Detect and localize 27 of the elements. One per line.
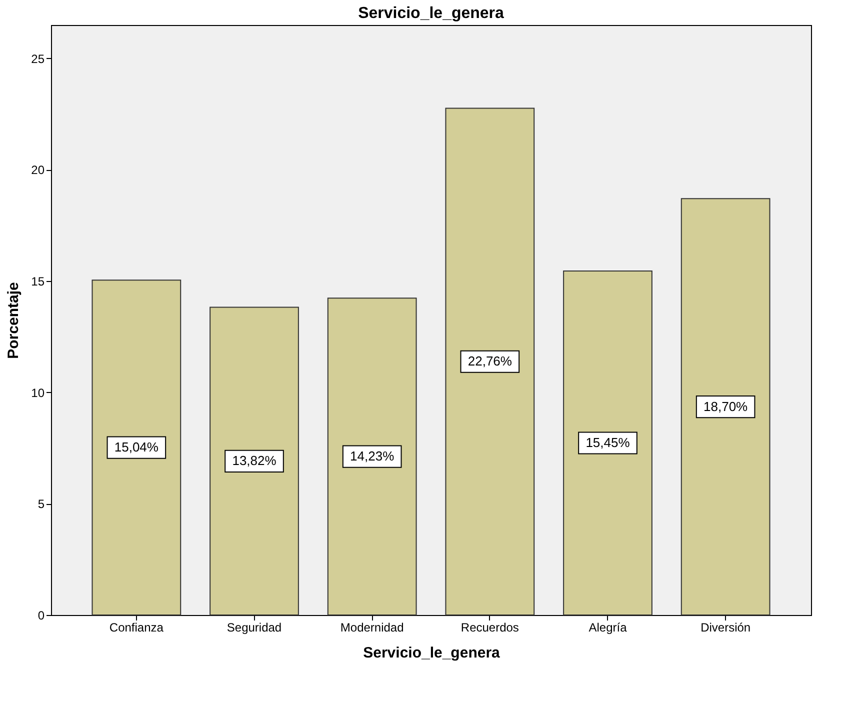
bar: [445, 108, 535, 616]
chart-title: Servicio_le_genera: [358, 5, 504, 22]
data-label: 15,04%: [114, 440, 159, 455]
bar: [327, 298, 417, 616]
y-tick-label: 15: [31, 274, 45, 289]
y-tick-label: 25: [31, 52, 45, 66]
x-axis-title: Servicio_le_genera: [363, 644, 501, 662]
data-label: 18,70%: [704, 398, 748, 414]
bar: [92, 280, 182, 616]
data-label: 13,82%: [232, 453, 277, 468]
data-label: 15,45%: [586, 435, 630, 450]
x-tick-label: Diversión: [700, 620, 751, 634]
bar: [680, 198, 770, 616]
x-tick-label: Confianza: [109, 620, 164, 634]
y-tick-label: 0: [38, 608, 45, 622]
y-tick-label: 10: [31, 386, 45, 400]
x-tick-label: Modernidad: [340, 620, 404, 634]
data-label: 14,23%: [350, 448, 395, 464]
y-axis-title: Porcentaje: [5, 282, 22, 359]
x-tick-label: Seguridad: [226, 620, 282, 634]
y-tick-label: 20: [31, 163, 45, 178]
bar: [563, 270, 652, 616]
data-label: 22,76%: [468, 354, 512, 369]
x-tick-label: Alegría: [588, 620, 628, 634]
bar: [210, 306, 299, 616]
x-tick-label: Recuerdos: [460, 620, 519, 634]
y-tick-label: 5: [38, 497, 45, 512]
